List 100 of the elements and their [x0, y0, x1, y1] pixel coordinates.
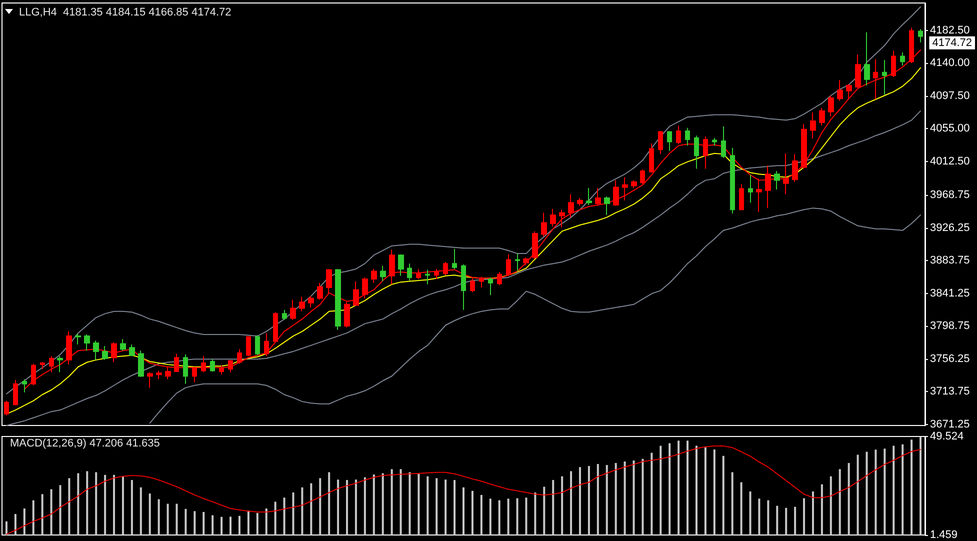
- candlestick: [577, 198, 583, 206]
- candlestick: [425, 269, 430, 285]
- candlestick: [84, 334, 90, 352]
- y-tick-label: 49.524: [930, 430, 964, 442]
- candlestick: [855, 54, 861, 88]
- candlestick: [730, 147, 735, 214]
- y-tick-label: 3798.75: [930, 320, 970, 332]
- candlestick: [40, 362, 45, 370]
- candlestick: [57, 356, 63, 373]
- candlestick: [631, 180, 637, 189]
- candlestick: [676, 125, 681, 145]
- candlestick: [479, 276, 484, 288]
- candlestick: [174, 353, 179, 372]
- candlestick: [192, 366, 197, 383]
- candlestick: [801, 124, 807, 170]
- line-series: [149, 208, 922, 424]
- candlestick: [783, 152, 789, 195]
- candlestick: [264, 332, 269, 357]
- candlestick: [31, 363, 36, 386]
- y-tick-label: 4140.00: [930, 57, 970, 70]
- candlestick: [685, 127, 690, 146]
- candlestick: [326, 268, 332, 295]
- candlestick: [765, 165, 771, 209]
- candlestick: [407, 263, 412, 282]
- candlestick: [837, 80, 843, 102]
- candlestick: [290, 299, 296, 320]
- candlestick: [129, 344, 135, 357]
- candlestick: [49, 356, 54, 373]
- line-series: [6, 110, 922, 426]
- candlestick: [317, 282, 323, 300]
- candlestick: [873, 58, 878, 100]
- candlestick: [165, 366, 171, 380]
- candlestick: [649, 142, 654, 174]
- candlestick: [810, 112, 816, 140]
- candlestick: [452, 248, 457, 270]
- candlestick: [506, 254, 511, 276]
- y-tick-label: 3883.75: [930, 254, 970, 267]
- candlestick: [416, 268, 421, 280]
- candlestick: [739, 184, 744, 210]
- candlestick: [748, 174, 753, 204]
- candlestick: [694, 135, 699, 170]
- candlestick: [559, 209, 565, 228]
- candlestick: [918, 28, 923, 43]
- candlestick: [308, 295, 314, 308]
- candlestick: [93, 340, 99, 360]
- candlestick: [461, 264, 466, 310]
- y-tick-label: 4097.50: [930, 90, 970, 102]
- candlestick: [828, 95, 834, 117]
- candlestick: [353, 280, 359, 306]
- candlestick: [156, 370, 162, 380]
- candlestick: [246, 336, 251, 357]
- candlestick: [721, 126, 726, 158]
- candlestick: [398, 254, 404, 276]
- candlestick: [864, 32, 870, 86]
- y-tick-label: 4182.50: [930, 24, 970, 36]
- candlestick: [882, 60, 887, 96]
- candlestick: [371, 268, 377, 284]
- text: 4174.72: [932, 36, 972, 49]
- candlestick: [13, 379, 18, 406]
- y-tick-label: 4055.00: [930, 122, 970, 135]
- candlestick: [470, 276, 475, 293]
- candlestick: [613, 180, 619, 206]
- candlestick: [497, 272, 502, 286]
- chart-title: LLG,H4 4181.35 4184.15 4166.85 4174.72: [19, 6, 232, 18]
- candlestick: [586, 188, 592, 206]
- candlestick: [541, 212, 547, 238]
- candlestick: [523, 256, 529, 266]
- candlestick: [774, 170, 780, 190]
- candlestick: [335, 268, 341, 330]
- candlestick: [138, 350, 144, 378]
- candlestick: [515, 253, 520, 272]
- y-tick-label: 1.459: [930, 529, 958, 541]
- candlestick: [111, 342, 117, 363]
- candlestick: [22, 378, 27, 393]
- candlestick: [219, 364, 224, 376]
- candlestick: [66, 330, 72, 366]
- candlestick: [380, 265, 386, 282]
- candlestick: [443, 262, 448, 276]
- candlestick: [299, 296, 305, 312]
- candlestick: [488, 276, 493, 296]
- candlestick: [362, 276, 368, 299]
- candlestick: [640, 169, 645, 185]
- candlestick: [183, 354, 188, 384]
- candlestick: [201, 356, 206, 373]
- chart-title: MACD(12,26,9) 47.206 41.635: [10, 438, 160, 450]
- candlestick: [658, 130, 663, 155]
- candlestick: [846, 83, 852, 100]
- candlestick: [75, 333, 81, 346]
- candlestick: [756, 178, 762, 212]
- candlestick: [210, 358, 215, 372]
- candlestick: [237, 348, 242, 364]
- y-tick-label: 3968.75: [930, 189, 970, 202]
- candlestick: [120, 338, 126, 352]
- candlestick: [532, 230, 538, 260]
- candlestick: [595, 188, 601, 206]
- candlestick: [147, 372, 153, 388]
- candlestick: [282, 309, 287, 320]
- candlestick: [712, 137, 717, 146]
- candlestick: [568, 194, 574, 218]
- candlestick: [604, 196, 610, 216]
